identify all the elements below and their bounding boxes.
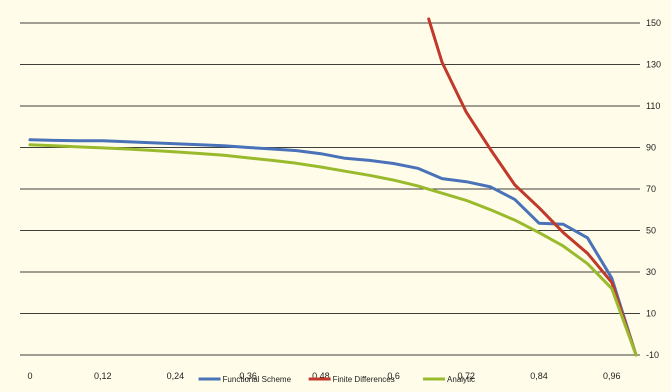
- series-lines: [28, 17, 638, 357]
- y-tick-label: 50: [646, 226, 656, 236]
- y-tick-label: 150: [646, 18, 661, 28]
- x-tick-label: 0,84: [530, 371, 548, 381]
- y-tick-label: 30: [646, 267, 656, 277]
- y-tick-label: -10: [646, 350, 659, 360]
- legend: Functional Scheme Finite Differences Analy…: [198, 375, 475, 384]
- x-axis-tick-labels: 0 0,12 0,24 0,36 0,48 0,6 0,72 0,84 0,96: [27, 371, 620, 381]
- x-tick-label: 0: [27, 371, 32, 381]
- legend-label-functional-scheme: Functional Scheme: [223, 375, 292, 384]
- y-tick-label: 90: [646, 143, 656, 153]
- x-tick-label: 0,36: [239, 371, 257, 381]
- grid-lines: [20, 22, 640, 356]
- y-tick-label: 130: [646, 60, 661, 70]
- x-tick-label: 0,24: [167, 371, 185, 381]
- x-tick-label: 0,12: [94, 371, 112, 381]
- x-tick-label: 0,96: [603, 371, 621, 381]
- x-tick-label: 0,6: [387, 371, 400, 381]
- legend-label-finite-differences: Finite Differences: [333, 375, 395, 384]
- series-line-functional-scheme: [28, 138, 638, 357]
- y-axis-tick-labels: -10 10 30 50 70 90 110 130 150: [646, 18, 661, 360]
- y-tick-label: 70: [646, 184, 656, 194]
- y-tick-label: 10: [646, 309, 656, 319]
- x-tick-label: 0,48: [312, 371, 330, 381]
- y-tick-label: 110: [646, 101, 660, 111]
- series-line-finite-differences: [427, 17, 638, 357]
- x-tick-label: 0,72: [458, 371, 476, 381]
- series-line-analytic: [28, 143, 638, 357]
- legend-label-analytic: Analytic: [447, 375, 475, 384]
